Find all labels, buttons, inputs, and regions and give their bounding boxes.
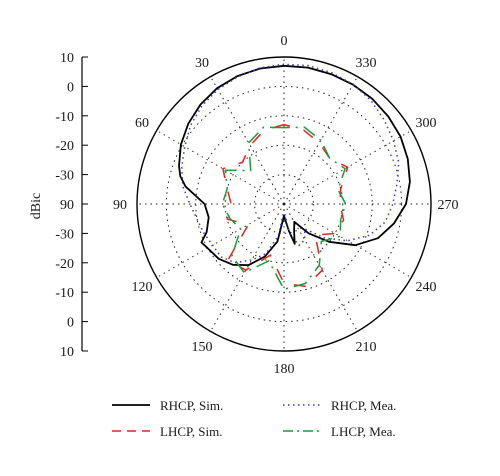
grid-spoke — [156, 203, 285, 278]
series-line-lhcp-sim — [222, 123, 349, 288]
radial-tick-label: 10 — [60, 345, 74, 360]
radial-tick-label: -10 — [55, 286, 74, 301]
grid-ring — [224, 144, 344, 264]
outer-circle — [136, 56, 432, 352]
angle-label: 120 — [132, 280, 153, 295]
radial-tick-label-center: 90 — [60, 198, 74, 213]
y-axis-label: dBic — [29, 193, 44, 219]
grid-spoke — [283, 76, 358, 205]
radial-tick-label: 0 — [67, 316, 74, 331]
angle-label: 150 — [192, 340, 213, 355]
grid-ring — [254, 174, 314, 234]
grid-spoke — [156, 130, 285, 205]
legend-label-lhcp-sim: LHCP, Sim. — [160, 424, 223, 439]
angle-label: 60 — [135, 116, 149, 131]
angle-label: 0 — [281, 34, 288, 49]
series-line-lhcp-mea — [221, 126, 347, 291]
radial-tick-label: -10 — [55, 110, 74, 125]
angle-label: 210 — [356, 340, 377, 355]
polar-grid — [136, 56, 432, 352]
radial-tick-label: -30 — [55, 227, 74, 242]
angle-label: 240 — [416, 280, 437, 295]
angle-label: 300 — [416, 116, 437, 131]
angle-label: 30 — [195, 56, 209, 71]
angle-label: 330 — [356, 56, 377, 71]
radial-axis: 10 0 -10 -20 -30 90 -30 -20 -10 0 10 — [55, 51, 88, 360]
radial-tick-label: 10 — [60, 51, 74, 66]
radial-tick-label: -20 — [55, 257, 74, 272]
grid-spoke — [210, 203, 285, 332]
grid-spoke — [210, 76, 285, 205]
grid-ring — [165, 85, 403, 323]
radial-tick-label: -20 — [55, 139, 74, 154]
series-line-rhcp-sim — [178, 64, 411, 266]
series-group — [178, 63, 411, 291]
legend-label-lhcp-mea: LHCP, Mea. — [331, 424, 396, 439]
radial-tick-label: 0 — [67, 80, 74, 95]
radial-tick-label: -30 — [55, 169, 74, 184]
legend: RHCP, Sim. LHCP, Sim. RHCP, Mea. LHCP, M… — [112, 398, 396, 439]
angle-labels: 0 30 60 90 120 150 180 210 240 270 300 330 — [113, 34, 459, 377]
grid-spoke — [283, 203, 358, 332]
angle-label: 90 — [113, 198, 127, 213]
angle-label: 270 — [438, 198, 459, 213]
legend-label-rhcp-sim: RHCP, Sim. — [160, 398, 223, 413]
angle-label: 180 — [274, 362, 295, 377]
grid-spoke — [283, 203, 412, 278]
grid-spoke — [283, 130, 412, 205]
series-line-rhcp-mea — [181, 63, 400, 264]
legend-label-rhcp-mea: RHCP, Mea. — [331, 398, 396, 413]
